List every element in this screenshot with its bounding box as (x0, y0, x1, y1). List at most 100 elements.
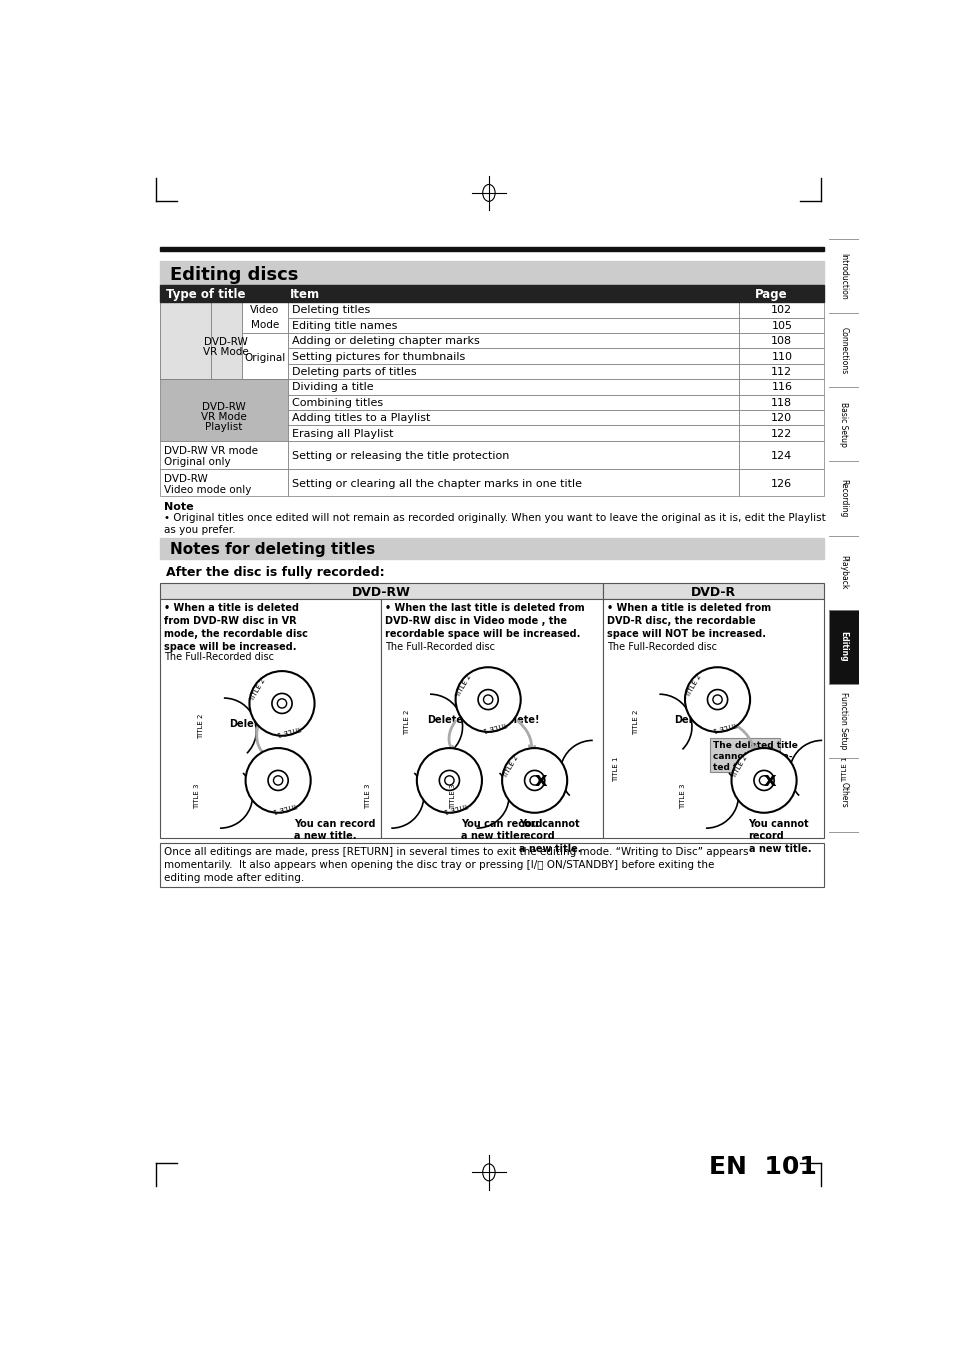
Bar (709, 738, 779, 771)
Bar (288, 303, 739, 317)
Text: Setting pictures for thumbnails: Setting pictures for thumbnails (292, 351, 465, 362)
Text: VR Mode: VR Mode (201, 412, 247, 423)
Circle shape (416, 748, 481, 813)
Bar (159, 303, 288, 380)
Text: Delete!: Delete! (427, 715, 468, 725)
Text: Delete!: Delete! (674, 715, 714, 725)
Text: Type of title: Type of title (166, 288, 245, 301)
Circle shape (439, 770, 459, 790)
Text: DVD-RW VR mode: DVD-RW VR mode (164, 446, 258, 457)
Text: TITLE 2: TITLE 2 (197, 713, 203, 739)
Text: Video mode only: Video mode only (164, 485, 252, 494)
Circle shape (272, 693, 292, 713)
Text: TITLE 2: TITLE 2 (730, 754, 748, 780)
Bar (828, 609, 858, 684)
Text: TITLE 2: TITLE 2 (249, 677, 267, 703)
Circle shape (530, 775, 538, 785)
Bar (159, 303, 211, 380)
Bar (211, 303, 241, 380)
Bar (739, 426, 823, 440)
Text: 102: 102 (771, 305, 792, 315)
Text: 110: 110 (771, 351, 792, 362)
Text: Recording: Recording (839, 480, 847, 517)
Bar (288, 380, 739, 394)
Circle shape (684, 667, 749, 732)
Text: Deleting parts of titles: Deleting parts of titles (292, 367, 416, 377)
Text: Erasing all Playlist: Erasing all Playlist (292, 428, 394, 439)
Text: DVD-RW: DVD-RW (204, 336, 248, 347)
Circle shape (483, 694, 493, 704)
Text: Video: Video (250, 304, 279, 315)
Text: DVD-R: DVD-R (690, 585, 736, 598)
Text: Setting or clearing all the chapter marks in one title: Setting or clearing all the chapter mark… (292, 478, 581, 489)
Bar (288, 317, 739, 334)
Circle shape (245, 748, 311, 813)
Text: Notes for deleting titles: Notes for deleting titles (170, 542, 375, 557)
Bar (739, 334, 823, 349)
Text: TITLE 3: TITLE 3 (450, 784, 456, 809)
Bar (241, 334, 288, 380)
Circle shape (444, 775, 454, 785)
Text: TITLE 1: TITLE 1 (711, 720, 737, 732)
Bar (288, 394, 739, 411)
Bar (602, 600, 823, 838)
Text: The Full-Recorded disc: The Full-Recorded disc (164, 651, 274, 662)
Bar (602, 582, 823, 600)
Text: 108: 108 (771, 336, 792, 346)
Text: Editing: Editing (839, 631, 847, 662)
Text: Editing discs: Editing discs (170, 266, 297, 284)
Circle shape (501, 748, 567, 813)
Bar (739, 380, 823, 394)
Text: Dividing a title: Dividing a title (292, 382, 374, 392)
Bar (739, 363, 823, 380)
Text: • Original titles once edited will not remain as recorded originally. When you w: • Original titles once edited will not r… (164, 513, 825, 535)
Bar (159, 440, 288, 469)
Text: VR Mode: VR Mode (203, 347, 249, 357)
Bar (739, 349, 823, 363)
Text: 126: 126 (771, 478, 792, 489)
Text: Playback: Playback (839, 555, 847, 590)
Text: Mode: Mode (251, 320, 279, 330)
Bar (381, 600, 602, 838)
Text: Note: Note (164, 503, 193, 512)
Text: Original only: Original only (164, 457, 231, 467)
Bar (159, 600, 381, 838)
Text: Item: Item (290, 288, 319, 301)
Text: Original: Original (244, 353, 285, 363)
Text: The Full-Recorded disc: The Full-Recorded disc (606, 642, 716, 651)
Text: The deleted title
cannot be crea-
ted the space.: The deleted title cannot be crea- ted th… (712, 742, 797, 773)
Bar (739, 411, 823, 426)
Text: • When a title is deleted
from DVD-RW disc in VR
mode, the recordable disc
space: • When a title is deleted from DVD-RW di… (164, 604, 308, 651)
Text: Combining titles: Combining titles (292, 397, 383, 408)
Text: TITLE 2: TITLE 2 (633, 711, 639, 735)
Text: TITLE 1: TITLE 1 (272, 801, 298, 813)
Text: Deleting titles: Deleting titles (292, 305, 370, 315)
Bar (288, 363, 739, 380)
Text: 105: 105 (771, 320, 792, 331)
Text: 112: 112 (771, 367, 792, 377)
Bar (288, 349, 739, 363)
Text: DVD-RW: DVD-RW (164, 474, 208, 484)
Text: TITLE 3: TITLE 3 (193, 784, 199, 809)
Text: You can record
a new title.: You can record a new title. (460, 819, 542, 842)
Bar (159, 261, 823, 285)
Text: You cannot
record
a new title.: You cannot record a new title. (748, 819, 810, 854)
Text: Editing title names: Editing title names (292, 320, 397, 331)
Text: x: x (763, 771, 776, 790)
Text: TITLE 1: TITLE 1 (613, 757, 618, 782)
Bar (159, 247, 823, 251)
Text: 122: 122 (770, 428, 792, 439)
Text: DVD-RW: DVD-RW (202, 403, 246, 412)
Text: TITLE 2: TITLE 2 (683, 673, 701, 698)
Bar (241, 303, 288, 334)
Text: Adding or deleting chapter marks: Adding or deleting chapter marks (292, 336, 479, 346)
Text: TITLE 1: TITLE 1 (275, 724, 302, 736)
Text: 118: 118 (771, 397, 792, 408)
Bar (159, 380, 288, 440)
Bar (288, 426, 739, 440)
Bar (739, 394, 823, 411)
Text: Delete!: Delete! (229, 719, 270, 728)
Text: TITLE 1: TITLE 1 (841, 757, 847, 782)
Bar (159, 469, 288, 496)
Text: • When a title is deleted from
DVD-R disc, the recordable
space will NOT be incr: • When a title is deleted from DVD-R dis… (606, 604, 770, 639)
